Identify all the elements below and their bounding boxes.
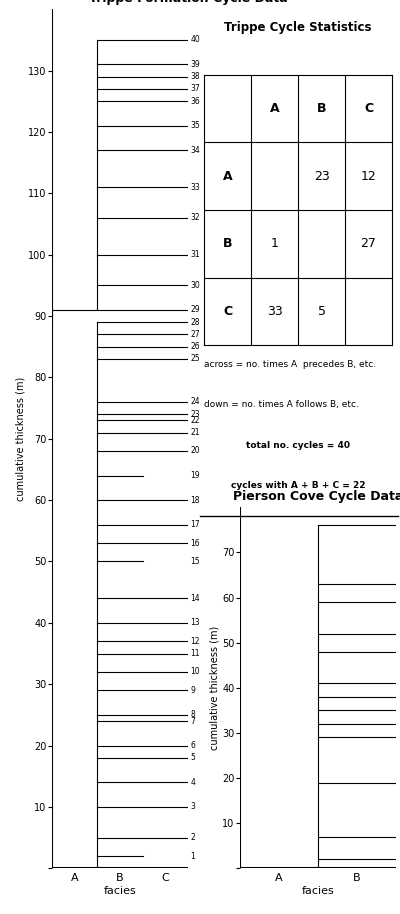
Text: 8: 8 [190, 710, 195, 719]
Text: 21: 21 [190, 428, 200, 437]
Text: 40: 40 [190, 36, 200, 44]
Text: A + B = 1: A + B = 1 [274, 602, 322, 611]
Text: 20: 20 [190, 447, 200, 455]
Text: 23: 23 [314, 170, 329, 183]
Text: 12: 12 [190, 637, 200, 645]
Text: 23: 23 [190, 409, 200, 419]
Text: 33: 33 [267, 305, 282, 318]
Text: 5: 5 [318, 305, 326, 318]
Text: total no. cycles = 40: total no. cycles = 40 [246, 441, 350, 450]
Title: Pierson Cove Cycle Data: Pierson Cove Cycle Data [233, 490, 400, 504]
Text: across = no. times A  precedes B, etc.: across = no. times A precedes B, etc. [204, 360, 376, 368]
Text: 3: 3 [190, 802, 195, 812]
Text: 27: 27 [190, 330, 200, 339]
Text: 11: 11 [190, 649, 200, 658]
Y-axis label: cumulative thickness (m): cumulative thickness (m) [15, 377, 25, 501]
Text: 35: 35 [190, 122, 200, 130]
X-axis label: facies: facies [302, 886, 334, 896]
Text: 10: 10 [190, 667, 200, 676]
Text: 9: 9 [190, 686, 195, 695]
Text: 17: 17 [190, 520, 200, 529]
Text: 13: 13 [190, 619, 200, 627]
Text: 36: 36 [190, 97, 200, 106]
Text: 37: 37 [190, 84, 200, 93]
Text: down = no. times A follows B, etc.: down = no. times A follows B, etc. [204, 400, 359, 409]
Text: 30: 30 [190, 281, 200, 290]
Text: 12: 12 [361, 170, 376, 183]
Text: 6: 6 [190, 741, 195, 750]
Text: 2: 2 [190, 834, 195, 842]
Text: A: A [223, 170, 232, 183]
Title: Trippe Cycle Statistics: Trippe Cycle Statistics [224, 21, 372, 34]
Title: Trippe Formation Cycle Data: Trippe Formation Cycle Data [89, 0, 287, 5]
Text: A: A [270, 102, 279, 115]
Text: 1: 1 [190, 852, 195, 860]
Text: C: C [364, 102, 373, 115]
Text: cycles with A + B + C = 22: cycles with A + B + C = 22 [231, 481, 365, 490]
Text: 34: 34 [190, 146, 200, 154]
Text: 5: 5 [190, 753, 195, 762]
Text: A + C = 12: A + C = 12 [271, 521, 325, 530]
Text: 1: 1 [270, 238, 278, 250]
Text: 19: 19 [190, 471, 200, 480]
Text: 14: 14 [190, 594, 200, 602]
Text: 18: 18 [190, 495, 200, 505]
Text: 31: 31 [190, 250, 200, 259]
Text: 25: 25 [190, 355, 200, 364]
Text: 16: 16 [190, 538, 200, 547]
Text: 32: 32 [190, 213, 200, 222]
Text: 26: 26 [190, 342, 200, 351]
Text: 38: 38 [190, 72, 200, 81]
Text: 24: 24 [190, 398, 200, 407]
Text: 7: 7 [190, 717, 195, 726]
Text: 27: 27 [361, 238, 376, 250]
Text: B: B [223, 238, 232, 250]
Text: B: B [317, 102, 326, 115]
Text: B + C = 5: B + C = 5 [274, 562, 322, 570]
Text: 28: 28 [190, 318, 200, 326]
Text: 33: 33 [190, 183, 200, 192]
Text: 15: 15 [190, 557, 200, 566]
Y-axis label: cumulative thickness (m): cumulative thickness (m) [209, 626, 219, 749]
Text: 39: 39 [190, 60, 200, 69]
Text: 22: 22 [190, 416, 200, 425]
Text: 4: 4 [190, 778, 195, 787]
X-axis label: facies: facies [104, 886, 136, 896]
Text: 29: 29 [190, 305, 200, 314]
Text: C: C [223, 305, 232, 318]
